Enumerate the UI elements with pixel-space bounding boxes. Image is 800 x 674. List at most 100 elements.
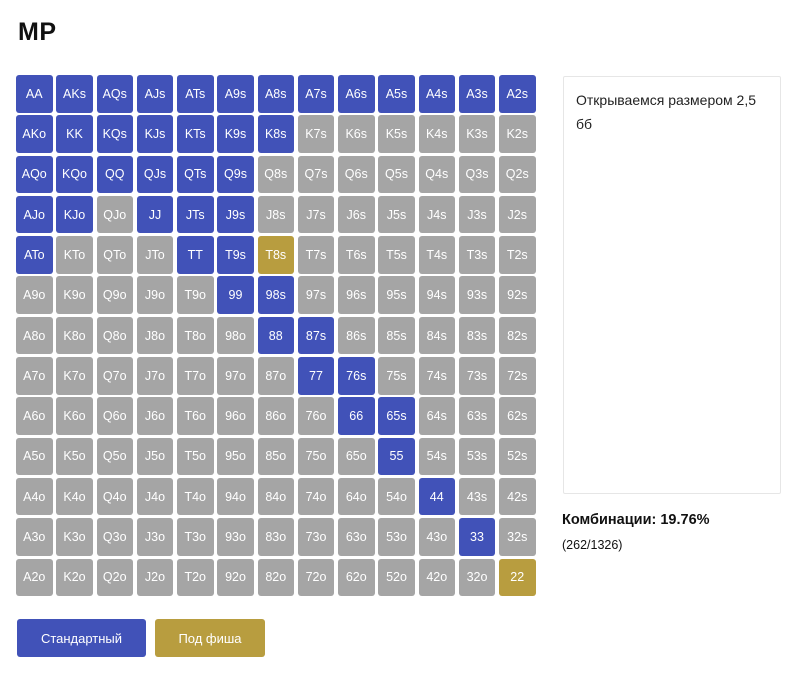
- hand-cell-73s[interactable]: 73s: [458, 357, 496, 395]
- hand-cell-q4o[interactable]: Q4o: [96, 477, 133, 516]
- hand-cell-kqo[interactable]: KQo: [56, 155, 93, 194]
- hand-cell-kjo[interactable]: KJo: [56, 195, 93, 234]
- hand-cell-t4o[interactable]: T4o: [177, 477, 214, 516]
- hand-cell-83s[interactable]: 83s: [458, 316, 496, 355]
- hand-cell-ats[interactable]: ATs: [177, 75, 214, 113]
- hand-cell-82s[interactable]: 82s: [499, 316, 536, 355]
- hand-cell-q2s[interactable]: Q2s: [499, 155, 536, 194]
- hand-cell-43s[interactable]: 43s: [458, 477, 496, 516]
- hand-cell-q8s[interactable]: Q8s: [257, 155, 294, 194]
- hand-cell-84s[interactable]: 84s: [418, 316, 455, 355]
- hand-cell-kqs[interactable]: KQs: [96, 115, 133, 153]
- hand-cell-j3s[interactable]: J3s: [458, 195, 496, 234]
- hand-cell-t2s[interactable]: T2s: [499, 236, 536, 274]
- hand-cell-q3s[interactable]: Q3s: [458, 155, 496, 194]
- hand-cell-k8s[interactable]: K8s: [257, 115, 294, 153]
- hand-cell-j4s[interactable]: J4s: [418, 195, 455, 234]
- hand-cell-92s[interactable]: 92s: [499, 276, 536, 314]
- hand-cell-t3o[interactable]: T3o: [177, 518, 214, 556]
- hand-cell-k2s[interactable]: K2s: [499, 115, 536, 153]
- hand-cell-j6s[interactable]: J6s: [338, 195, 375, 234]
- hand-cell-83o[interactable]: 83o: [257, 518, 294, 556]
- hand-cell-a7s[interactable]: A7s: [297, 75, 335, 113]
- hand-cell-93s[interactable]: 93s: [458, 276, 496, 314]
- hand-cell-t5o[interactable]: T5o: [177, 437, 214, 476]
- hand-cell-53o[interactable]: 53o: [378, 518, 415, 556]
- hand-cell-kts[interactable]: KTs: [177, 115, 214, 153]
- hand-cell-a8o[interactable]: A8o: [16, 316, 53, 355]
- hand-cell-a8s[interactable]: A8s: [257, 75, 294, 113]
- hand-cell-75s[interactable]: 75s: [378, 357, 415, 395]
- fish-button[interactable]: Под фиша: [155, 619, 265, 657]
- hand-cell-k7s[interactable]: K7s: [297, 115, 335, 153]
- hand-cell-42s[interactable]: 42s: [499, 477, 536, 516]
- hand-cell-ajs[interactable]: AJs: [136, 75, 174, 113]
- hand-cell-jto[interactable]: JTo: [136, 236, 174, 274]
- hand-cell-97o[interactable]: 97o: [217, 357, 254, 395]
- hand-cell-62o[interactable]: 62o: [338, 558, 375, 597]
- hand-cell-q3o[interactable]: Q3o: [96, 518, 133, 556]
- hand-cell-k7o[interactable]: K7o: [56, 357, 93, 395]
- hand-cell-q5o[interactable]: Q5o: [96, 437, 133, 476]
- hand-cell-k3o[interactable]: K3o: [56, 518, 93, 556]
- hand-cell-j6o[interactable]: J6o: [136, 397, 174, 435]
- hand-cell-a5o[interactable]: A5o: [16, 437, 53, 476]
- hand-cell-32s[interactable]: 32s: [499, 518, 536, 556]
- hand-cell-a9s[interactable]: A9s: [217, 75, 254, 113]
- hand-cell-t7o[interactable]: T7o: [177, 357, 214, 395]
- hand-cell-94o[interactable]: 94o: [217, 477, 254, 516]
- hand-cell-j8o[interactable]: J8o: [136, 316, 174, 355]
- hand-cell-j2s[interactable]: J2s: [499, 195, 536, 234]
- hand-cell-87s[interactable]: 87s: [297, 316, 335, 355]
- hand-cell-t3s[interactable]: T3s: [458, 236, 496, 274]
- hand-cell-tt[interactable]: TT: [177, 236, 214, 274]
- hand-cell-75o[interactable]: 75o: [297, 437, 335, 476]
- hand-cell-98s[interactable]: 98s: [257, 276, 294, 314]
- hand-cell-qts[interactable]: QTs: [177, 155, 214, 194]
- hand-cell-64o[interactable]: 64o: [338, 477, 375, 516]
- hand-cell-t9o[interactable]: T9o: [177, 276, 214, 314]
- hand-cell-k9s[interactable]: K9s: [217, 115, 254, 153]
- hand-cell-65o[interactable]: 65o: [338, 437, 375, 476]
- hand-cell-a2o[interactable]: A2o: [16, 558, 53, 597]
- hand-cell-87o[interactable]: 87o: [257, 357, 294, 395]
- hand-cell-a6s[interactable]: A6s: [338, 75, 375, 113]
- hand-cell-84o[interactable]: 84o: [257, 477, 294, 516]
- hand-cell-k4o[interactable]: K4o: [56, 477, 93, 516]
- hand-cell-q9o[interactable]: Q9o: [96, 276, 133, 314]
- hand-cell-t2o[interactable]: T2o: [177, 558, 214, 597]
- hand-cell-k3s[interactable]: K3s: [458, 115, 496, 153]
- hand-cell-t4s[interactable]: T4s: [418, 236, 455, 274]
- hand-cell-62s[interactable]: 62s: [499, 397, 536, 435]
- hand-cell-j3o[interactable]: J3o: [136, 518, 174, 556]
- hand-cell-aqs[interactable]: AQs: [96, 75, 133, 113]
- hand-cell-q6o[interactable]: Q6o: [96, 397, 133, 435]
- hand-cell-q7o[interactable]: Q7o: [96, 357, 133, 395]
- hand-cell-97s[interactable]: 97s: [297, 276, 335, 314]
- hand-cell-aa[interactable]: AA: [16, 75, 53, 113]
- hand-cell-54o[interactable]: 54o: [378, 477, 415, 516]
- hand-cell-q2o[interactable]: Q2o: [96, 558, 133, 597]
- hand-cell-t5s[interactable]: T5s: [378, 236, 415, 274]
- hand-cell-a7o[interactable]: A7o: [16, 357, 53, 395]
- hand-cell-kto[interactable]: KTo: [56, 236, 93, 274]
- hand-cell-j8s[interactable]: J8s: [257, 195, 294, 234]
- hand-cell-99[interactable]: 99: [217, 276, 254, 314]
- hand-cell-a4o[interactable]: A4o: [16, 477, 53, 516]
- hand-cell-93o[interactable]: 93o: [217, 518, 254, 556]
- hand-cell-kjs[interactable]: KJs: [136, 115, 174, 153]
- hand-cell-74s[interactable]: 74s: [418, 357, 455, 395]
- hand-cell-t7s[interactable]: T7s: [297, 236, 335, 274]
- hand-cell-kk[interactable]: KK: [56, 115, 93, 153]
- hand-cell-j2o[interactable]: J2o: [136, 558, 174, 597]
- hand-cell-k9o[interactable]: K9o: [56, 276, 93, 314]
- hand-cell-a2s[interactable]: A2s: [499, 75, 536, 113]
- hand-cell-52s[interactable]: 52s: [499, 437, 536, 476]
- hand-cell-63s[interactable]: 63s: [458, 397, 496, 435]
- hand-cell-82o[interactable]: 82o: [257, 558, 294, 597]
- hand-cell-q8o[interactable]: Q8o: [96, 316, 133, 355]
- hand-cell-j9o[interactable]: J9o: [136, 276, 174, 314]
- hand-cell-qjs[interactable]: QJs: [136, 155, 174, 194]
- hand-cell-73o[interactable]: 73o: [297, 518, 335, 556]
- hand-cell-55[interactable]: 55: [378, 437, 415, 476]
